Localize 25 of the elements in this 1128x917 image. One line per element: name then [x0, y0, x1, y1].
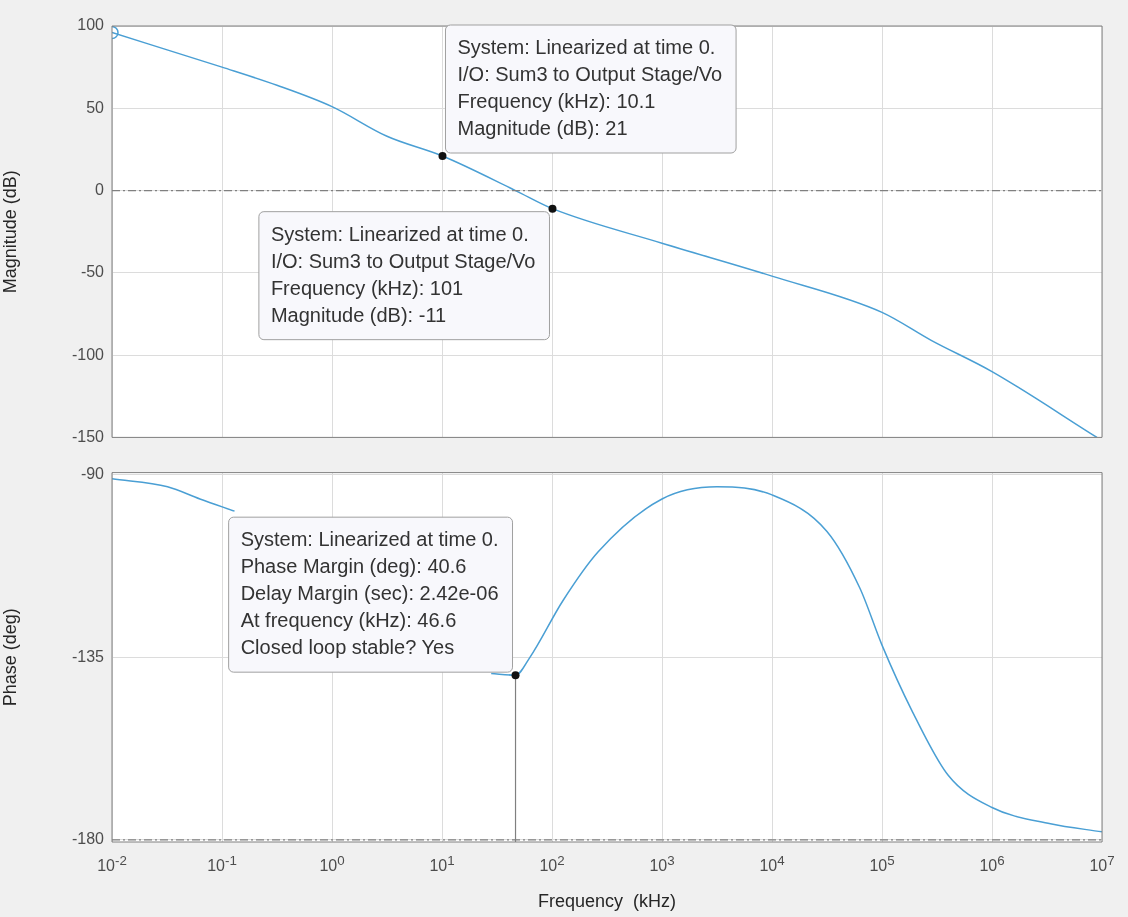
y-tick-label: 100 [77, 16, 105, 34]
x-tick-label: 10$^{3}$ [648, 852, 676, 877]
x-tick-label: 10$^{5}$ [868, 852, 896, 877]
x-tick-label: 10$^{2}$ [538, 852, 566, 877]
x-tick-label: 10$^{6}$ [978, 852, 1006, 877]
y-tick-label: -50 [80, 263, 105, 281]
y-tick-label: 50 [86, 98, 105, 116]
y-tick-label: -180 [71, 830, 105, 848]
x-tick-label: 10$^{7}$ [1088, 852, 1116, 877]
y-tick-label: 0 [95, 180, 105, 198]
x-tick-label: 10$^{0}$ [318, 852, 346, 877]
x-axis-title: Frequency (kHz) [537, 891, 677, 912]
x-tick-label: 10$^{-1}$ [206, 852, 238, 877]
y-axis-title: Magnitude (dB) [0, 170, 20, 294]
y-axis-title: Phase (deg) [0, 608, 20, 707]
y-tick-label: -135 [71, 647, 105, 665]
x-tick-label: 10$^{1}$ [428, 852, 456, 877]
x-tick-label: 10$^{-2}$ [96, 852, 128, 877]
annotation: System: Linearized at time 0. I/O: Sum3 to Output Stage/Vo Frequency (kHz): 101 Magnitude (dB): -11 [270, 222, 536, 326]
y-tick-label: -90 [80, 465, 105, 483]
y-tick-label: -100 [71, 345, 105, 363]
annotation: System: Linearized at time 0. I/O: Sum3 to Output Stage/Vo Frequency (kHz): 10.1 Magnitude (dB): 21 [457, 36, 723, 140]
annotation: System: Linearized at time 0. Phase Margin (deg): 40.6 Delay Margin (sec): 2.42e-06 At frequency (kHz): 46.6 Closed loop stable? Yes [240, 528, 499, 659]
y-tick-label: -150 [71, 427, 105, 445]
x-tick-label: 10$^{4}$ [758, 852, 786, 877]
